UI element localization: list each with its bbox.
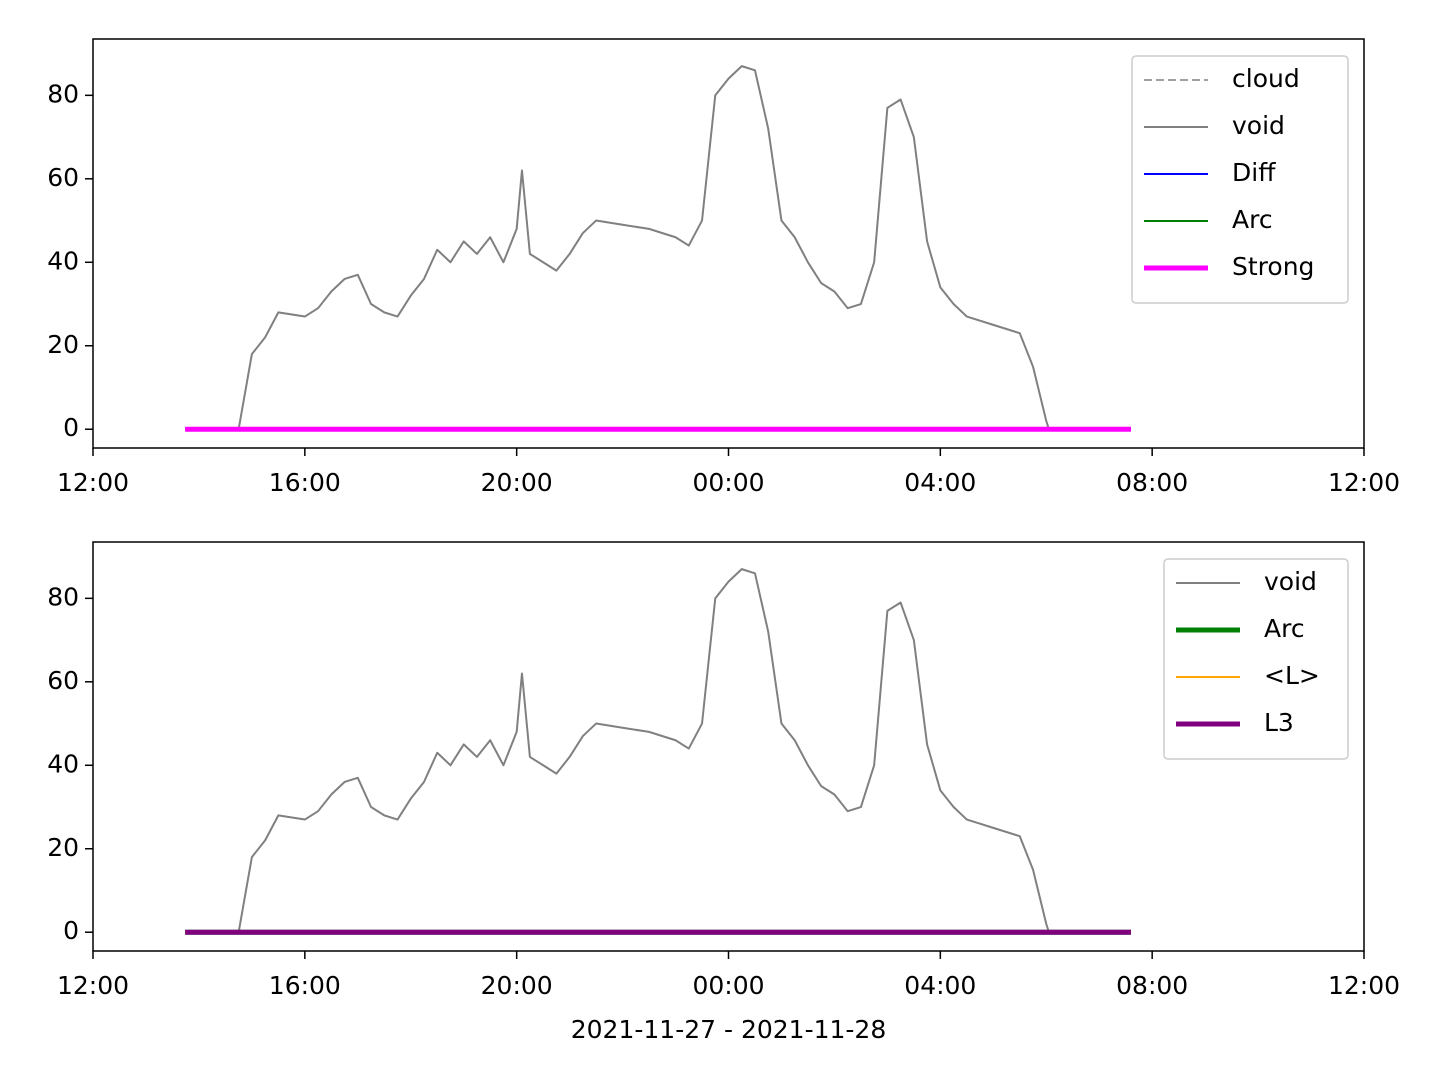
legend-box — [1131, 55, 1349, 304]
legend-box — [1163, 558, 1349, 760]
y-tick-label: 0 — [63, 413, 79, 442]
axes-frame — [92, 38, 1365, 449]
legend-label: cloud — [1232, 64, 1300, 93]
x-tick-label: 12:00 — [1328, 971, 1400, 1000]
x-tick-label: 16:00 — [269, 468, 341, 497]
legend-label: L3 — [1264, 708, 1294, 737]
y-tick-label: 60 — [47, 666, 79, 695]
legend-label: void — [1264, 567, 1317, 596]
legend: void Arc <L> L3 — [1163, 558, 1349, 760]
series-line — [185, 65, 1131, 431]
x-tick-label: 00:00 — [692, 971, 764, 1000]
y-tick-label: 80 — [47, 79, 79, 108]
legend: cloud void Diff Arc Strong — [1131, 55, 1349, 304]
x-tick-label: 12:00 — [57, 971, 129, 1000]
legend-label: Strong — [1232, 252, 1314, 281]
y-tick-label: 20 — [47, 833, 79, 862]
y-tick-label: 40 — [47, 246, 79, 275]
axes-frame — [92, 541, 1365, 952]
y-tick-label: 60 — [47, 163, 79, 192]
legend-label: Arc — [1232, 205, 1273, 234]
legend-label: void — [1232, 111, 1285, 140]
legend-label: Arc — [1264, 614, 1305, 643]
x-tick-label: 12:00 — [1328, 468, 1400, 497]
x-axis-label: 2021-11-27 - 2021-11-28 — [571, 1015, 887, 1044]
y-tick-label: 0 — [63, 916, 79, 945]
y-tick-label: 80 — [47, 582, 79, 611]
x-tick-label: 00:00 — [692, 468, 764, 497]
y-tick-label: 20 — [47, 330, 79, 359]
y-tick-label: 40 — [47, 749, 79, 778]
x-tick-label: 20:00 — [481, 971, 553, 1000]
x-tick-label: 16:00 — [269, 971, 341, 1000]
series-line — [185, 568, 1131, 934]
x-tick-label: 08:00 — [1116, 971, 1188, 1000]
legend-label: <L> — [1264, 661, 1320, 690]
x-tick-label: 20:00 — [481, 468, 553, 497]
subplot: 0 20 40 60 80 12:00 16:00 20:00 00:00 04:00 08:00 1… — [47, 38, 1400, 497]
x-tick-label: 04:00 — [904, 468, 976, 497]
subplot: 0 20 40 60 80 12:00 16:00 20:00 00:00 04:00 08:00 1… — [47, 541, 1400, 1044]
x-tick-label: 04:00 — [904, 971, 976, 1000]
x-tick-label: 12:00 — [57, 468, 129, 497]
x-tick-label: 08:00 — [1116, 468, 1188, 497]
legend-label: Diff — [1232, 158, 1276, 187]
